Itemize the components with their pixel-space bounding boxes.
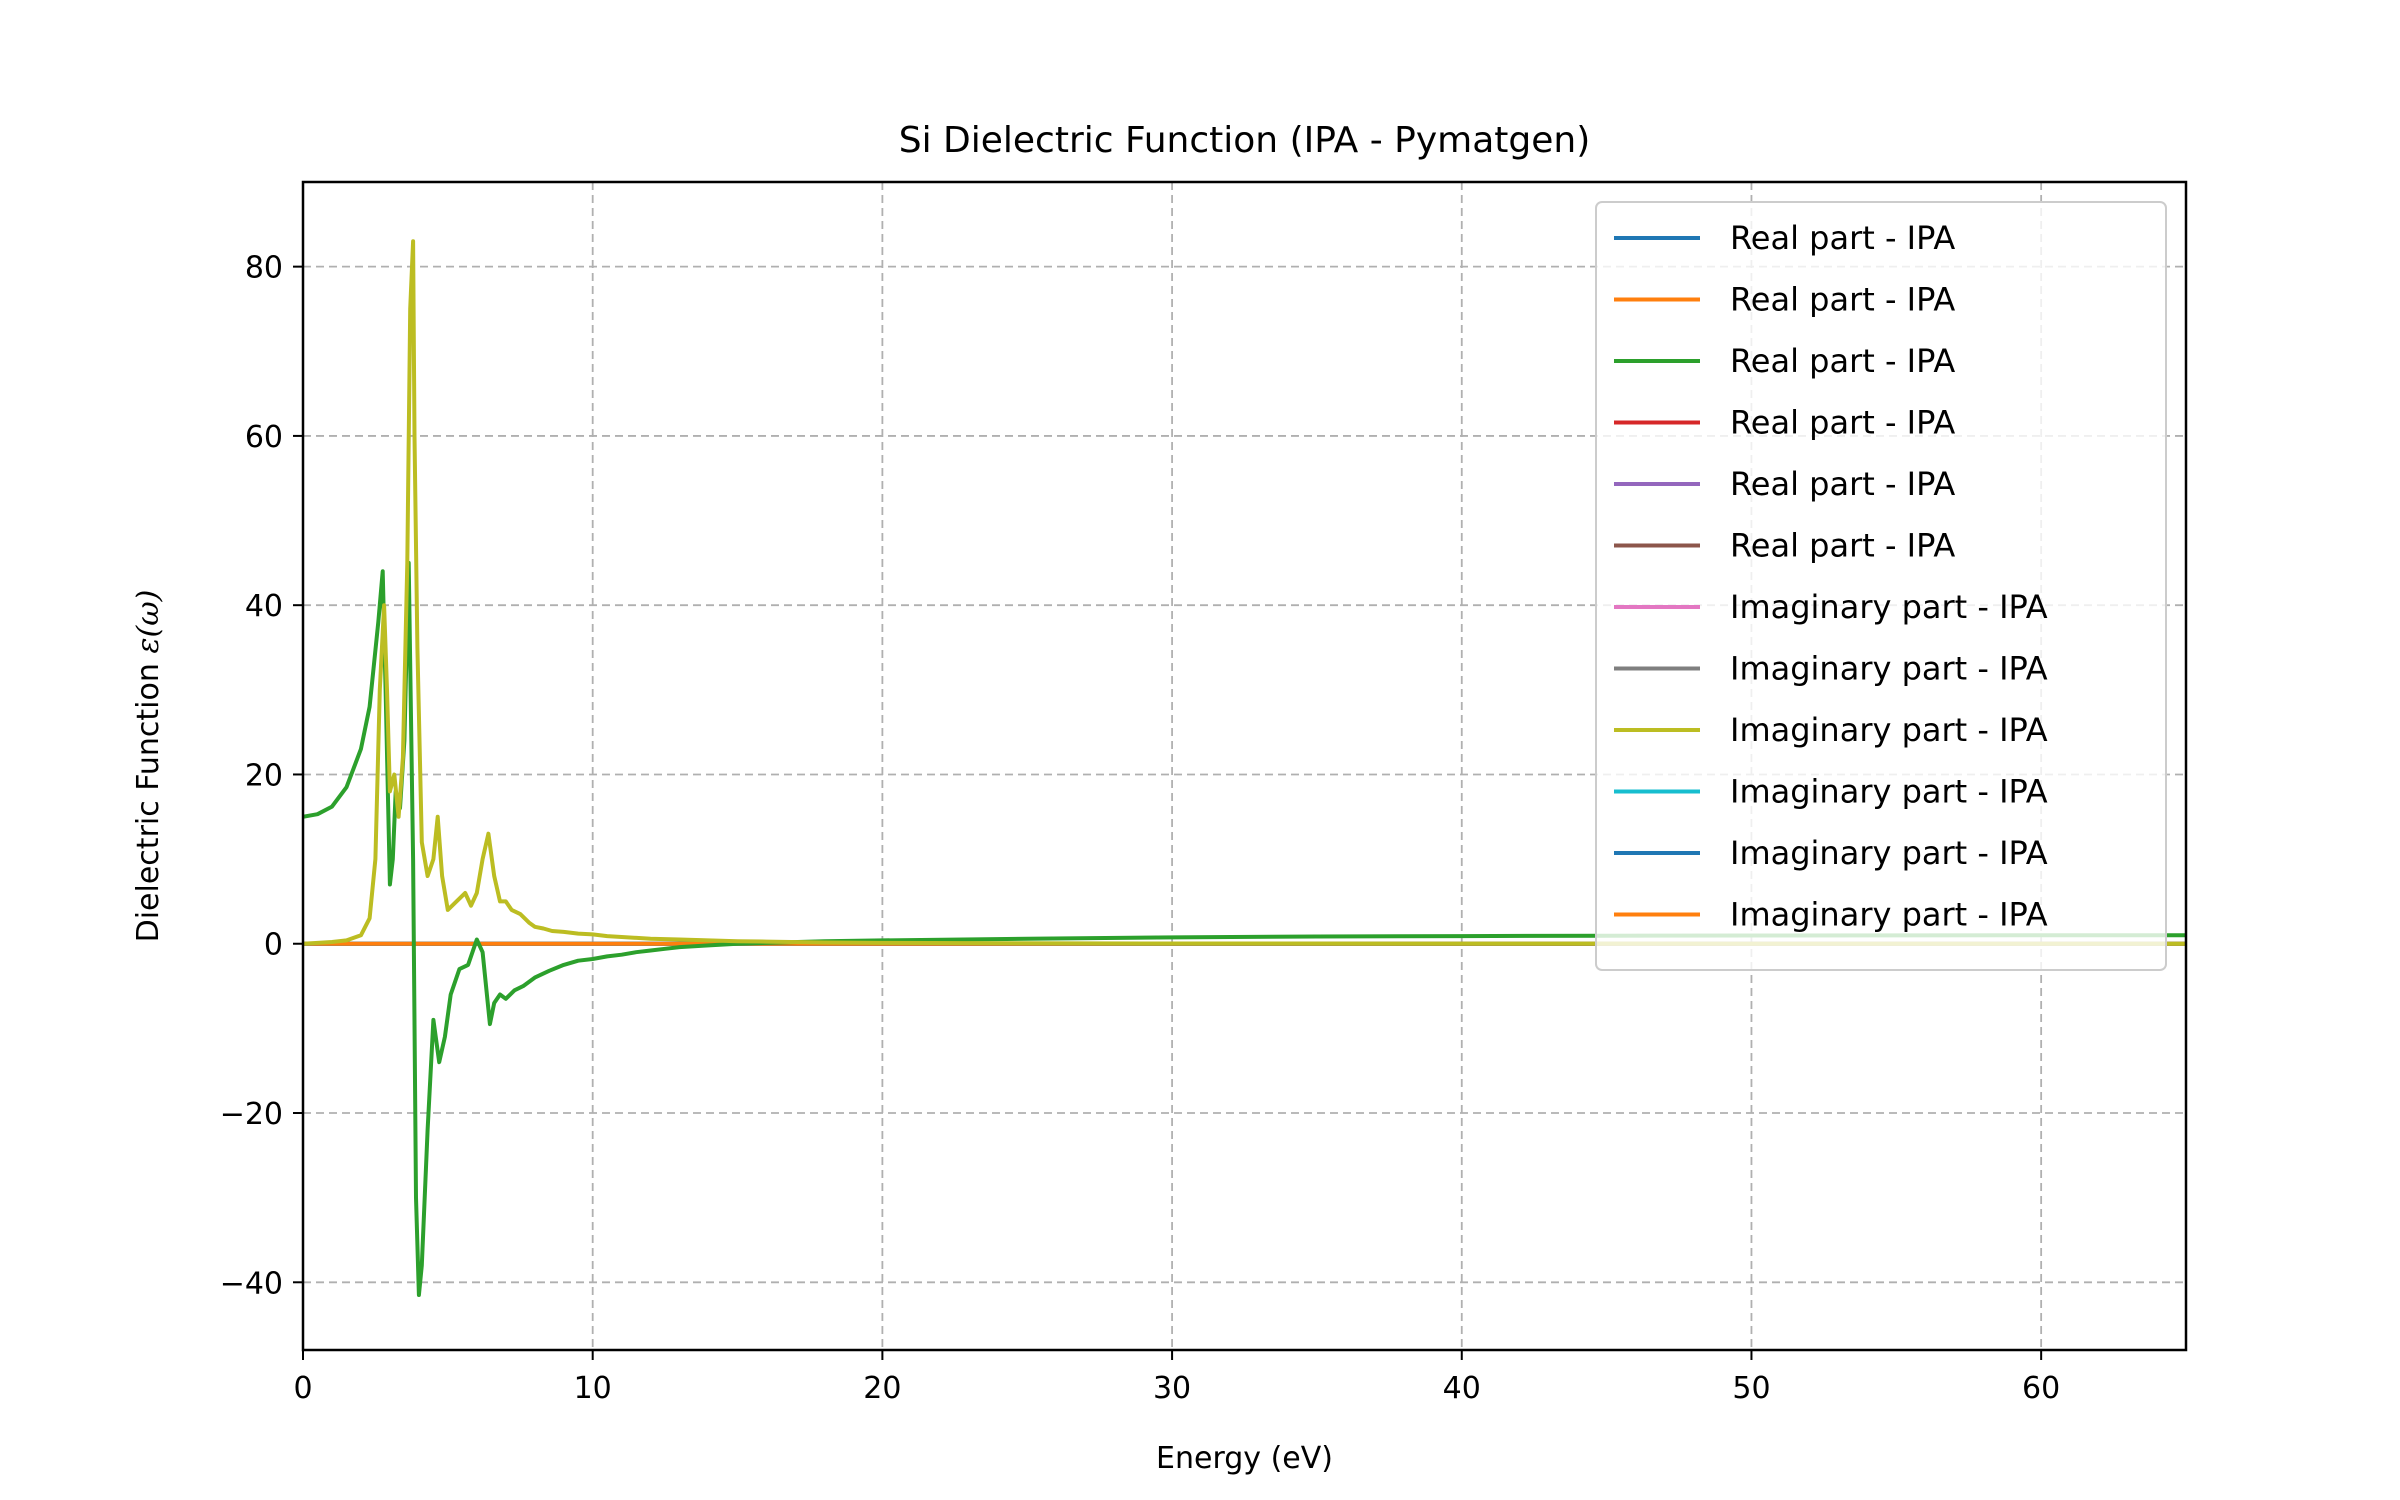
x-tick-label: 20: [863, 1371, 901, 1406]
x-tick-label: 10: [574, 1371, 612, 1406]
y-tick-label: −20: [220, 1097, 283, 1132]
y-axis-label-text: Dielectric Function: [131, 654, 166, 943]
y-axis-label: Dielectric Function ε(ω): [131, 590, 166, 943]
series-line-9: [303, 239, 2186, 946]
x-tick-label: 50: [1732, 1371, 1770, 1406]
legend-label: Imaginary part - IPA: [1730, 896, 2048, 934]
y-tick-label: 60: [245, 420, 283, 455]
legend-label: Imaginary part - IPA: [1730, 773, 2048, 811]
legend-label: Real part - IPA: [1730, 281, 1955, 319]
x-tick-label: 0: [293, 1371, 312, 1406]
y-tick-label: 80: [245, 251, 283, 286]
ticks: 0 10 20 30 40 50 60 −40 −20 0 20 40 60 80: [220, 251, 2061, 1406]
x-tick-label: 30: [1153, 1371, 1191, 1406]
legend-label: Real part - IPA: [1730, 527, 1955, 565]
y-tick-label: 0: [264, 928, 283, 963]
legend: Real part - IPA Real part - IPA Real part …: [1595, 201, 2167, 971]
legend-label: Real part - IPA: [1730, 465, 1955, 503]
y-tick-label: −40: [220, 1266, 283, 1301]
y-tick-label: 40: [245, 589, 283, 624]
chart-title: Si Dielectric Function (IPA - Pymatgen): [899, 120, 1591, 161]
legend-label: Real part - IPA: [1730, 342, 1955, 380]
x-tick-label: 40: [1443, 1371, 1481, 1406]
legend-label: Imaginary part - IPA: [1730, 650, 2048, 688]
y-axis-label-symbol: ε(ω): [131, 590, 166, 654]
legend-label: Real part - IPA: [1730, 219, 1955, 257]
y-tick-label: 20: [245, 758, 283, 793]
legend-label: Real part - IPA: [1730, 404, 1955, 442]
legend-box: [1595, 201, 2167, 971]
legend-label: Imaginary part - IPA: [1730, 711, 2048, 749]
x-axis-label: Energy (eV): [1156, 1441, 1333, 1476]
x-tick-label: 60: [2022, 1371, 2060, 1406]
legend-label: Imaginary part - IPA: [1730, 588, 2048, 626]
legend-label: Imaginary part - IPA: [1730, 834, 2048, 872]
axes-frame: [301, 180, 2188, 1352]
